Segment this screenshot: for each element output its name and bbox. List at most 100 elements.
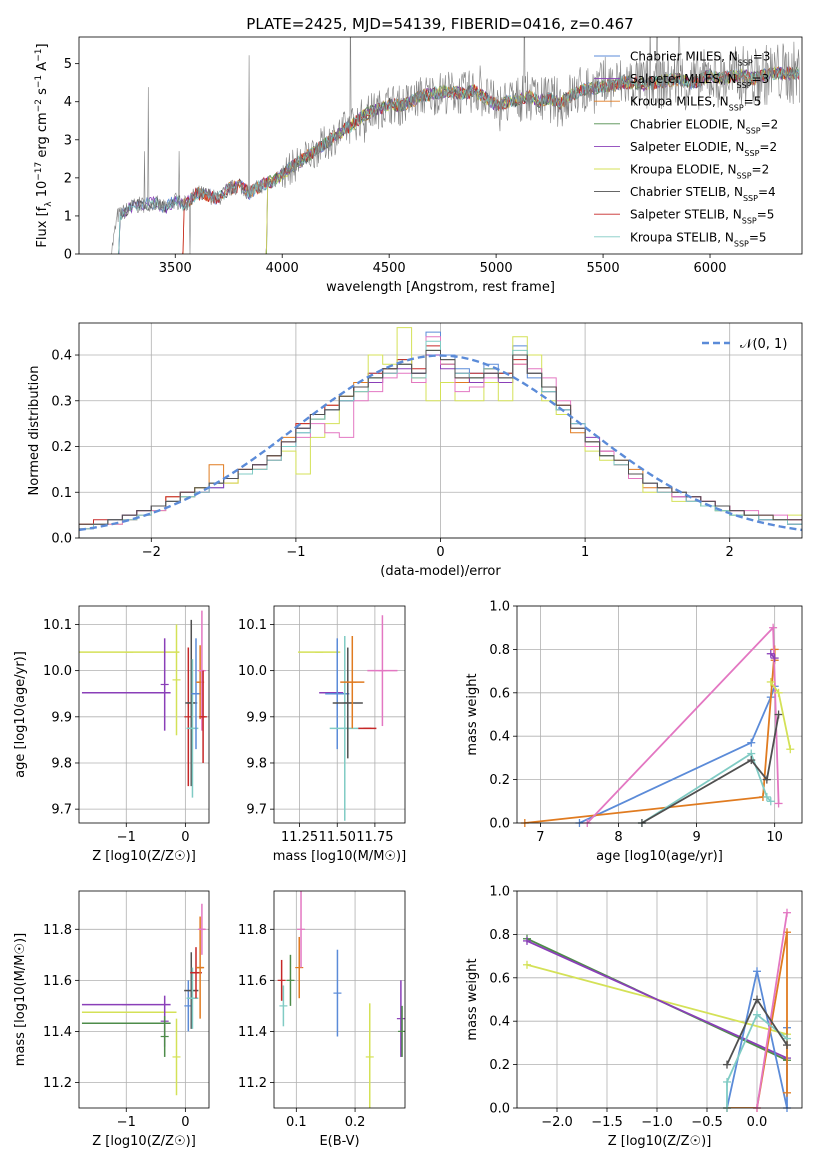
label-part: Z [log	[92, 849, 130, 864]
legend-text: =3	[753, 50, 771, 64]
x-tick-label: −1	[117, 830, 136, 845]
label-part: M/M☉)]	[13, 933, 28, 982]
y-tick-label: 11.8	[43, 923, 72, 938]
label-part: (	[662, 1134, 667, 1149]
label-part: 10	[13, 986, 28, 1003]
normal-curve	[79, 354, 802, 532]
x-tick-label: 5500	[587, 261, 620, 276]
x-tick-label: −2	[142, 545, 161, 560]
label-part: age [log	[596, 849, 649, 864]
y-tick-label: 5	[64, 57, 72, 72]
x-tick-label: −1.5	[591, 1115, 623, 1130]
legend-text: =3	[752, 72, 770, 86]
label-part: (	[147, 1134, 152, 1149]
x-axis-label: wavelength [Angstrom, rest frame]	[326, 280, 555, 295]
label-part: M/M☉)]	[358, 849, 407, 864]
label-part: Z/Z☉)]	[152, 849, 196, 864]
weight-line	[727, 932, 788, 1108]
y-tick-label: 11.6	[238, 974, 267, 989]
label-part: 10	[130, 849, 147, 864]
label-part: A	[35, 62, 50, 75]
y-tick-label: 0.8	[489, 643, 510, 658]
label-part: −2	[34, 99, 44, 112]
legend-label: Kroupa MILES, NSSP=5	[630, 95, 761, 113]
y-tick-label: 0.4	[489, 730, 510, 745]
y-axis-label: age [log10(age/yr)]	[13, 651, 28, 778]
label-part: mass [log	[273, 849, 336, 864]
x-axis-label: Z [log10(Z/Z☉)]	[92, 849, 196, 864]
y-tick-label: 3	[64, 133, 72, 148]
legend-text: Chabrier ELODIE, N	[630, 117, 746, 131]
y-tick-label: 9.7	[246, 803, 267, 818]
observed-spectrum	[111, 37, 800, 254]
axes-frame	[78, 605, 210, 824]
x-tick-label: 8	[614, 830, 622, 845]
y-tick-label: 9.7	[51, 803, 72, 818]
legend-subscript: SSP	[742, 216, 757, 225]
y-tick-label: 9.8	[246, 756, 267, 771]
label-part: E(B-V)	[319, 1134, 359, 1149]
label-part: (	[353, 849, 358, 864]
legend-text: Chabrier MILES, N	[630, 50, 738, 64]
y-tick-label: 1.0	[489, 600, 510, 615]
y-tick-label: 9.9	[51, 710, 72, 725]
label-part: Flux [f	[35, 206, 50, 247]
label-part: mass weight	[465, 673, 480, 755]
chart-mass-vs-Z: −1 011.211.411.611.8Z [log10(Z/Z☉)]mass […	[13, 890, 210, 1149]
y-tick-label: 0.2	[489, 1058, 510, 1073]
x-axis-label: E(B-V)	[319, 1134, 359, 1149]
y-tick-label: 11.2	[238, 1076, 267, 1091]
legend-subscript: SSP	[729, 103, 744, 112]
x-tick-label: 11.75	[356, 830, 393, 845]
legend-text: =5	[749, 230, 767, 244]
x-tick-label: 1	[581, 545, 589, 560]
legend-text: Salpeter STELIB, N	[630, 208, 742, 222]
y-axis-label: mass weight	[465, 958, 480, 1040]
label-part: Z/Z☉)]	[152, 1134, 196, 1149]
label-part: 10	[35, 181, 50, 198]
x-tick-label: 0	[181, 1115, 189, 1130]
y-tick-label: 0.4	[489, 1015, 510, 1030]
y-tick-label: 0.3	[51, 394, 72, 409]
legend-subscript: SSP	[744, 148, 759, 157]
x-tick-label: 0	[436, 545, 444, 560]
x-tick-label: 0.2	[345, 1115, 366, 1130]
y-tick-label: 0.1	[51, 486, 72, 501]
y-tick-label: 9.8	[51, 756, 72, 771]
weight-line	[641, 714, 780, 823]
axes-frame	[516, 605, 803, 824]
y-tick-label: 4	[64, 95, 72, 110]
y-tick-label: 1	[64, 209, 72, 224]
chart-spectrum: 3500 4000 4500 5000 5500 6000 0 1 2 3 4 5 wavelength…	[34, 36, 803, 295]
legend-subscript: SSP	[737, 171, 752, 180]
axes-frame	[516, 890, 803, 1109]
legend-text: Kroupa ELODIE, N	[630, 163, 737, 177]
legend-text: =2	[761, 117, 779, 131]
label-part: erg cm	[35, 112, 50, 161]
y-tick-label: 11.4	[238, 1025, 267, 1040]
label-part: 10	[13, 708, 28, 725]
x-tick-label: 2	[726, 545, 734, 560]
y-tick-label: 9.9	[246, 710, 267, 725]
x-tick-label: 3500	[159, 261, 192, 276]
label-part: (	[13, 981, 28, 986]
y-tick-label: 11.4	[43, 1025, 72, 1040]
legend-label: 𝒩(0, 1)	[740, 337, 787, 352]
chart-residuals: −2 −1 0 1 2 0.0 0.1 0.2 0.3 0.4 (data-model)/error…	[27, 322, 803, 579]
legend-text: Kroupa MILES, N	[630, 95, 729, 109]
y-tick-label: 0.0	[489, 1102, 510, 1117]
label-part: λ	[44, 201, 54, 207]
chart-age-vs-Z: −1 09.79.89.910.010.1Z [log10(Z/Z☉)]age […	[13, 605, 210, 864]
axes-frame	[273, 605, 406, 824]
label-part: age/yr)]	[671, 849, 723, 864]
y-tick-label: 0.6	[489, 686, 510, 701]
x-axis-label: age [log10(age/yr)]	[596, 849, 723, 864]
y-tick-label: 1.0	[489, 885, 510, 900]
label-part: wavelength [Angstrom, rest frame]	[326, 280, 555, 295]
x-tick-label: −1.0	[641, 1115, 673, 1130]
label-part: age [log	[13, 725, 28, 778]
label-part: (	[666, 849, 671, 864]
y-tick-label: 0.0	[489, 817, 510, 832]
axes-frame	[273, 890, 406, 1109]
